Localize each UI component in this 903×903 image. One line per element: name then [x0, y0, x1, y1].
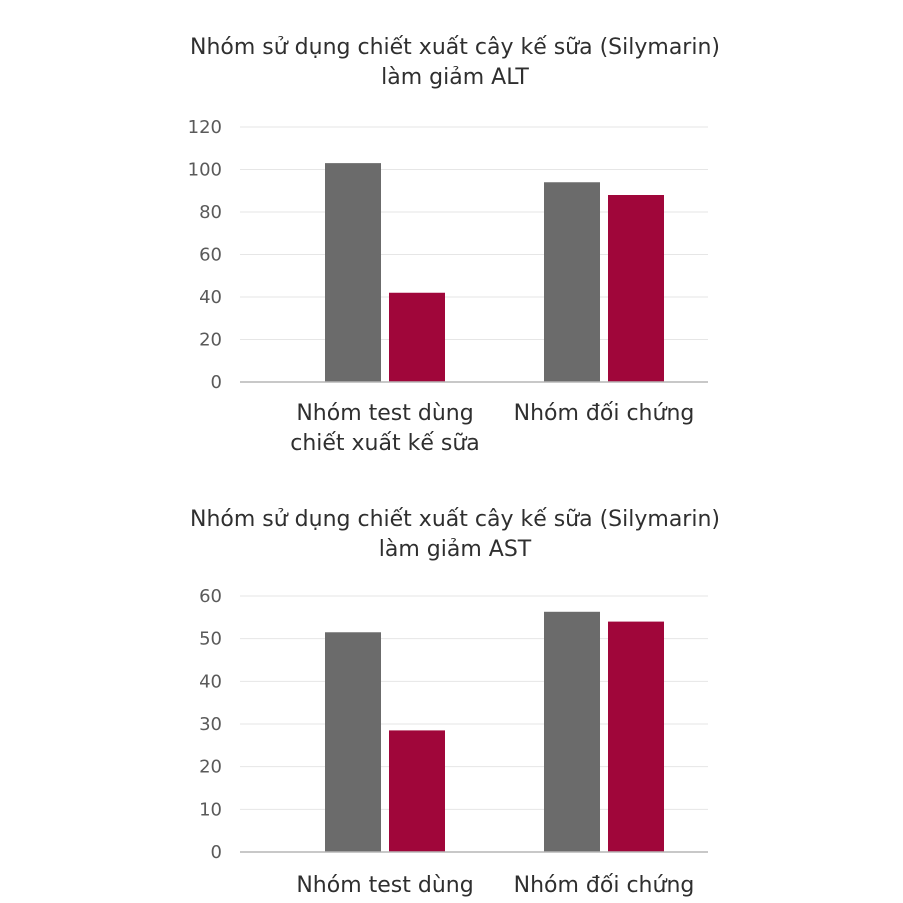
- bar-before: [325, 163, 381, 382]
- y-tick-label: 80: [199, 202, 222, 223]
- bar-before: [325, 632, 381, 852]
- chart-2: Nhóm sử dụng chiết xuất cây kế sữa (Sily…: [190, 507, 720, 898]
- chart-title-line: Nhóm sử dụng chiết xuất cây kế sữa (Sily…: [190, 507, 720, 532]
- chart-title-line: làm giảm ALT: [381, 65, 529, 90]
- y-tick-label: 60: [199, 586, 222, 607]
- chart-title-line: Nhóm sử dụng chiết xuất cây kế sữa (Sily…: [190, 35, 720, 60]
- x-category-label: Nhóm test dùng: [296, 401, 473, 426]
- x-category-label: Nhóm đối chứng: [514, 873, 695, 898]
- x-category-label: chiết xuất kế sữa: [290, 431, 480, 456]
- y-tick-label: 50: [199, 629, 222, 650]
- bar-after: [608, 195, 664, 382]
- bar-after: [389, 730, 445, 852]
- y-tick-label: 40: [199, 671, 222, 692]
- x-category-label: Nhóm đối chứng: [514, 401, 695, 426]
- y-tick-label: 20: [199, 757, 222, 778]
- chart-title-line: làm giảm AST: [379, 537, 532, 562]
- y-tick-label: 120: [188, 117, 222, 138]
- y-tick-label: 0: [211, 842, 222, 863]
- y-tick-label: 0: [211, 372, 222, 393]
- bar-after: [608, 621, 664, 852]
- chart-1: Nhóm sử dụng chiết xuất cây kế sữa (Sily…: [188, 35, 720, 456]
- y-tick-label: 10: [199, 799, 222, 820]
- bar-after: [389, 292, 445, 382]
- y-tick-label: 100: [188, 160, 222, 181]
- bar-before: [544, 611, 600, 852]
- y-tick-label: 20: [199, 330, 222, 351]
- y-tick-label: 30: [199, 714, 222, 735]
- x-category-label: Nhóm test dùng: [296, 873, 473, 898]
- bar-before: [544, 182, 600, 382]
- y-tick-label: 60: [199, 245, 222, 266]
- y-tick-label: 40: [199, 287, 222, 308]
